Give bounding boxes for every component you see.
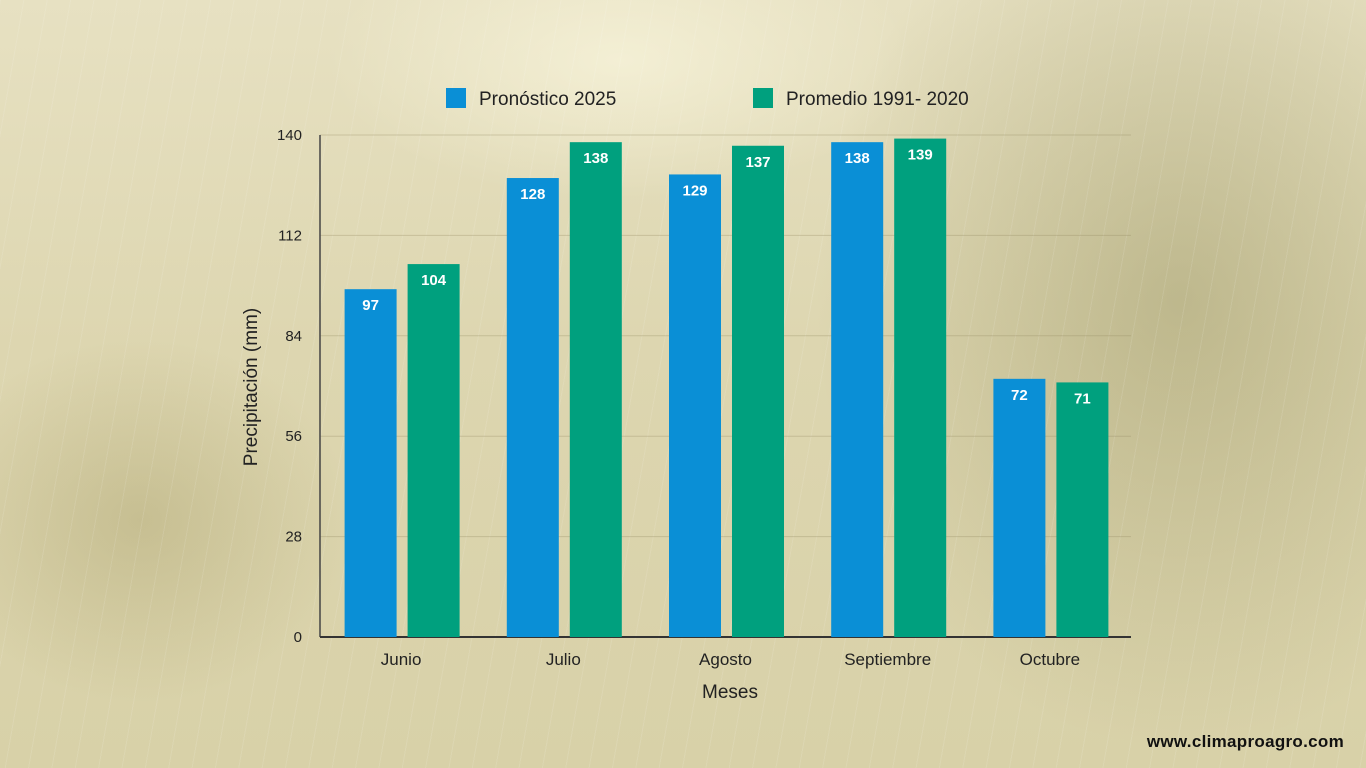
y-axis-title: Precipitación (mm) [241, 308, 262, 466]
bar-value-label: 138 [845, 150, 870, 167]
bar-value-label: 72 [1011, 387, 1028, 404]
bar-pronostico [993, 378, 1046, 637]
legend-label: Promedio 1991- 2020 [786, 89, 969, 110]
bar-promedio [569, 142, 622, 637]
x-tick-label: Octubre [1020, 650, 1080, 669]
y-tick-label: 84 [285, 328, 302, 345]
bar-pronostico [344, 289, 397, 637]
bar-promedio [1056, 382, 1109, 637]
x-tick-label: Junio [381, 650, 422, 669]
bar-value-label: 97 [362, 297, 379, 314]
bar-value-label: 104 [421, 272, 447, 289]
y-tick-label: 112 [278, 227, 302, 244]
bar-pronostico [831, 142, 884, 637]
bar-value-label: 138 [583, 150, 608, 167]
bar-pronostico [669, 174, 721, 637]
x-tick-label: Agosto [699, 650, 752, 669]
x-axis-title: Meses [702, 682, 758, 703]
x-tick-label: Septiembre [844, 650, 931, 669]
y-tick-label: 56 [285, 428, 302, 445]
y-tick-label: 140 [277, 127, 302, 144]
bar-value-label: 129 [682, 182, 707, 199]
bar-value-label: 71 [1074, 390, 1091, 407]
y-tick-label: 28 [285, 529, 302, 546]
website-url[interactable]: www.climaproagro.com [1146, 732, 1344, 751]
bar-value-label: 128 [520, 186, 545, 203]
bar-promedio [732, 145, 784, 637]
bar-promedio [894, 138, 947, 638]
bar-value-label: 137 [745, 154, 770, 171]
bar-pronostico [506, 178, 559, 637]
bar-promedio [407, 264, 460, 637]
y-tick-label: 0 [294, 629, 302, 646]
x-tick-label: Julio [546, 650, 581, 669]
bar-value-label: 139 [908, 147, 933, 164]
legend-swatch [753, 88, 773, 108]
legend-swatch [446, 88, 466, 108]
legend-label: Pronóstico 2025 [479, 89, 616, 110]
